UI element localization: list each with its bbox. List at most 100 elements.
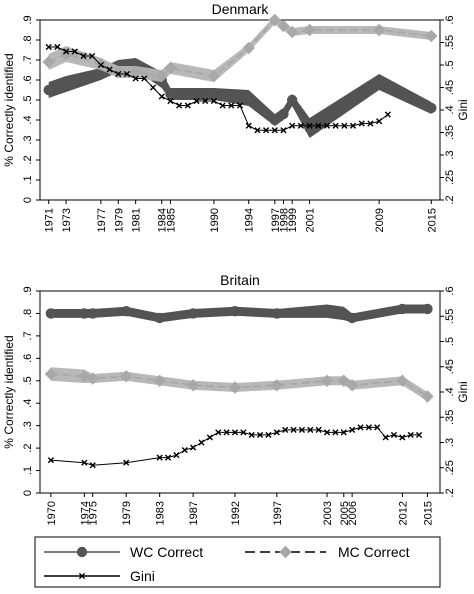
y2-tick-label: .3 — [444, 438, 456, 447]
data-point — [156, 454, 163, 461]
data-point — [59, 47, 73, 61]
data-point — [193, 97, 200, 105]
legend-label: MC Correct — [338, 544, 410, 560]
x-tick-label: 1994 — [244, 208, 256, 232]
data-point — [176, 102, 183, 109]
y-tick-label: .2 — [22, 155, 34, 164]
y2-tick-label: .35 — [444, 125, 456, 140]
x-tick-label: 1983 — [155, 501, 167, 525]
x-tick-label: 1990 — [209, 208, 221, 232]
data-point — [373, 76, 385, 88]
data-point — [149, 84, 157, 91]
y2-tick-label: .55 — [444, 309, 456, 324]
data-point — [341, 122, 348, 129]
y2-tick-label: .3 — [444, 150, 456, 159]
data-point — [358, 120, 365, 127]
y2-tick-label: .25 — [444, 460, 456, 475]
data-point — [62, 48, 70, 55]
data-point — [282, 426, 289, 433]
y-tick-label: .7 — [22, 331, 34, 340]
legend-marker — [76, 546, 88, 558]
data-point — [270, 379, 284, 392]
data-point — [190, 444, 197, 451]
data-point — [132, 75, 139, 82]
data-point — [236, 102, 244, 109]
data-point — [256, 431, 264, 439]
data-point — [165, 88, 176, 100]
y2-tick-label: .2 — [444, 488, 456, 497]
data-point — [271, 308, 283, 319]
data-point — [320, 374, 334, 387]
data-point — [187, 308, 199, 319]
data-point — [262, 127, 270, 134]
data-point — [323, 122, 331, 129]
y2-tick-label: .5 — [444, 337, 456, 346]
y-tick-label: .4 — [22, 399, 34, 408]
data-point — [397, 303, 408, 315]
y2-tick-label: .45 — [444, 80, 456, 95]
data-point — [346, 312, 358, 324]
data-point — [60, 78, 72, 90]
data-point — [399, 434, 406, 441]
y2-tick-label: .25 — [444, 170, 456, 185]
x-tick-label: 1981 — [131, 208, 143, 232]
chart-panel-britain: Britain 0 .1 .2 .3 .4 .5 .6 .7 .8 .9 .2 .25 .3 .35 .4 .4… — [2, 272, 470, 525]
data-point — [158, 93, 165, 100]
data-point — [278, 108, 289, 120]
data-point — [81, 459, 88, 466]
plot-area — [39, 19, 441, 201]
x-tick-label: 1984 — [157, 208, 169, 232]
series-mc-correct — [42, 13, 438, 83]
y-tick-label: .1 — [22, 466, 34, 475]
data-point — [164, 454, 172, 461]
data-point — [304, 122, 315, 134]
data-point — [229, 306, 241, 317]
series-gini — [45, 43, 391, 134]
series-mc-correct — [44, 367, 434, 403]
chart-panel-denmark: Denmark 0 .1 .2 .3 .4 .5 .6 .7 .8 .9 .2 .25 .3 .35 .4 .4… — [2, 1, 470, 232]
data-point — [367, 120, 374, 127]
y2-tick-label: .2 — [444, 195, 456, 204]
data-point — [338, 308, 349, 319]
data-point — [242, 41, 255, 55]
x-tick-label: 1971 — [44, 208, 56, 232]
x-tick-label: 2006 — [347, 501, 359, 525]
legend-marker — [78, 572, 86, 580]
data-point — [79, 308, 90, 319]
data-point — [254, 127, 261, 134]
legend: WC Correct MC Correct Gini — [34, 536, 441, 588]
data-point — [374, 424, 381, 431]
data-point — [106, 66, 113, 73]
y-tick-label: .5 — [22, 95, 34, 104]
data-point — [43, 84, 54, 96]
y-tick-label: .3 — [22, 135, 34, 144]
data-point — [54, 43, 61, 51]
data-point — [123, 459, 130, 466]
y-tick-label: .9 — [22, 15, 34, 24]
series-gini — [47, 424, 423, 469]
data-point — [345, 379, 359, 392]
data-point — [202, 97, 209, 105]
x-tick-label: 1974 — [79, 501, 91, 525]
confidence-band — [48, 58, 432, 138]
y2-tick-label: .45 — [444, 359, 456, 374]
data-point — [155, 69, 168, 83]
y2-tick-label: .6 — [444, 286, 456, 295]
data-point — [89, 52, 96, 60]
data-point — [323, 429, 331, 436]
data-point — [164, 61, 177, 75]
x-tick-label: 1999 — [287, 208, 299, 232]
data-point — [303, 23, 316, 37]
data-point — [290, 426, 297, 433]
series-wc-correct — [45, 303, 433, 324]
data-point — [426, 102, 437, 114]
data-point — [45, 43, 52, 51]
data-point — [228, 381, 242, 394]
y2-tick-label: .55 — [444, 35, 456, 50]
data-point — [297, 122, 304, 129]
data-point — [243, 92, 254, 104]
x-tick-label: 1979 — [113, 208, 125, 232]
data-point — [186, 379, 200, 392]
data-point — [231, 429, 239, 436]
